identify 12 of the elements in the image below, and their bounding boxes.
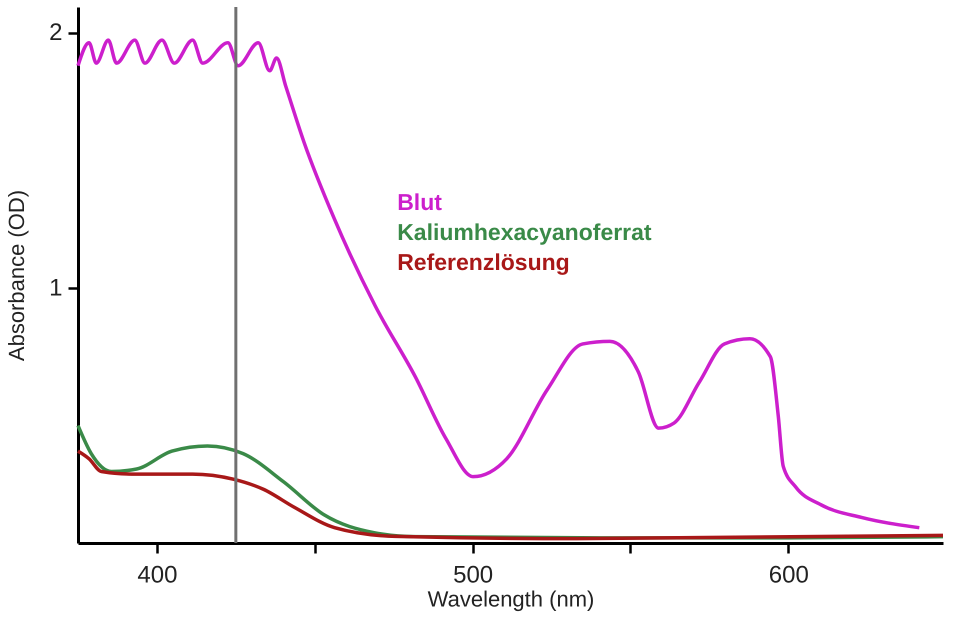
text: Kaliumhexacyanoferrat bbox=[397, 219, 652, 245]
line-series bbox=[76, 449, 945, 540]
x-tick-label: 500 bbox=[453, 562, 494, 588]
line-series bbox=[76, 38, 922, 530]
text: Referenzlösung bbox=[397, 249, 570, 275]
x-axis-title: Wavelength (nm) bbox=[428, 586, 594, 612]
y-tick-label: 2 bbox=[49, 19, 62, 46]
text: Blut bbox=[397, 189, 442, 215]
x-tick-label: 600 bbox=[768, 562, 809, 588]
y-axis-title: Absorbance (OD) bbox=[4, 190, 30, 362]
y-tick-label: 1 bbox=[49, 274, 62, 302]
x-tick-label: 400 bbox=[137, 562, 178, 588]
